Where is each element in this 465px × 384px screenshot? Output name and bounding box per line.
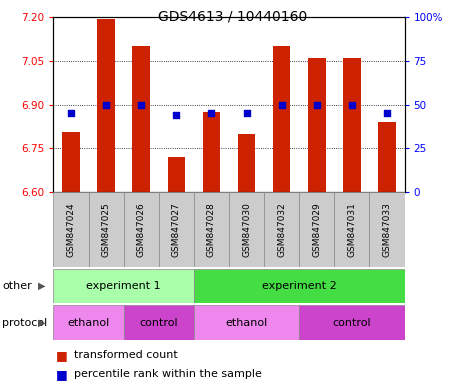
Text: GSM847031: GSM847031 (347, 202, 356, 257)
Bar (124, 192, 159, 267)
Text: ethanol: ethanol (226, 318, 268, 328)
Text: control: control (332, 318, 371, 328)
Text: GSM847024: GSM847024 (66, 202, 75, 257)
Bar (308, 58, 326, 192)
Text: GSM847033: GSM847033 (383, 202, 392, 257)
Bar (194, 192, 229, 267)
Point (138, 102, 145, 108)
Bar (343, 58, 361, 192)
Text: GSM847025: GSM847025 (102, 202, 111, 257)
Bar (53, 269, 194, 303)
Text: ■: ■ (56, 349, 67, 362)
Bar (229, 192, 264, 267)
Text: ▶: ▶ (38, 318, 46, 328)
Text: other: other (2, 281, 32, 291)
Point (208, 110, 215, 116)
Bar (299, 305, 405, 340)
Bar (167, 157, 185, 192)
Bar (378, 122, 396, 192)
Bar (238, 134, 255, 192)
Bar (194, 269, 405, 303)
Text: transformed count: transformed count (74, 350, 178, 360)
Point (67, 110, 75, 116)
Bar (124, 305, 194, 340)
Bar (334, 192, 370, 267)
Bar (203, 112, 220, 192)
Bar (97, 19, 115, 192)
Bar (53, 192, 88, 267)
Text: ▶: ▶ (38, 281, 46, 291)
Point (173, 112, 180, 118)
Point (102, 102, 110, 108)
Text: GSM847030: GSM847030 (242, 202, 251, 257)
Bar (264, 192, 299, 267)
Point (348, 102, 356, 108)
Bar (159, 192, 194, 267)
Text: GSM847032: GSM847032 (277, 202, 286, 257)
Text: GSM847027: GSM847027 (172, 202, 181, 257)
Text: protocol: protocol (2, 318, 47, 328)
Point (383, 110, 391, 116)
Text: GSM847029: GSM847029 (312, 202, 321, 257)
Point (278, 102, 286, 108)
Text: percentile rank within the sample: percentile rank within the sample (74, 369, 262, 379)
Text: control: control (140, 318, 178, 328)
Bar (273, 46, 291, 192)
Text: ethanol: ethanol (67, 318, 110, 328)
Bar (194, 305, 299, 340)
Bar (133, 46, 150, 192)
Text: experiment 2: experiment 2 (262, 281, 337, 291)
Text: experiment 1: experiment 1 (86, 281, 161, 291)
Bar (299, 192, 334, 267)
Bar (62, 132, 80, 192)
Text: GDS4613 / 10440160: GDS4613 / 10440160 (158, 10, 307, 23)
Text: ■: ■ (56, 368, 67, 381)
Point (313, 102, 320, 108)
Bar (53, 305, 124, 340)
Text: GSM847026: GSM847026 (137, 202, 146, 257)
Bar (369, 192, 405, 267)
Bar (88, 192, 124, 267)
Text: GSM847028: GSM847028 (207, 202, 216, 257)
Point (243, 110, 250, 116)
